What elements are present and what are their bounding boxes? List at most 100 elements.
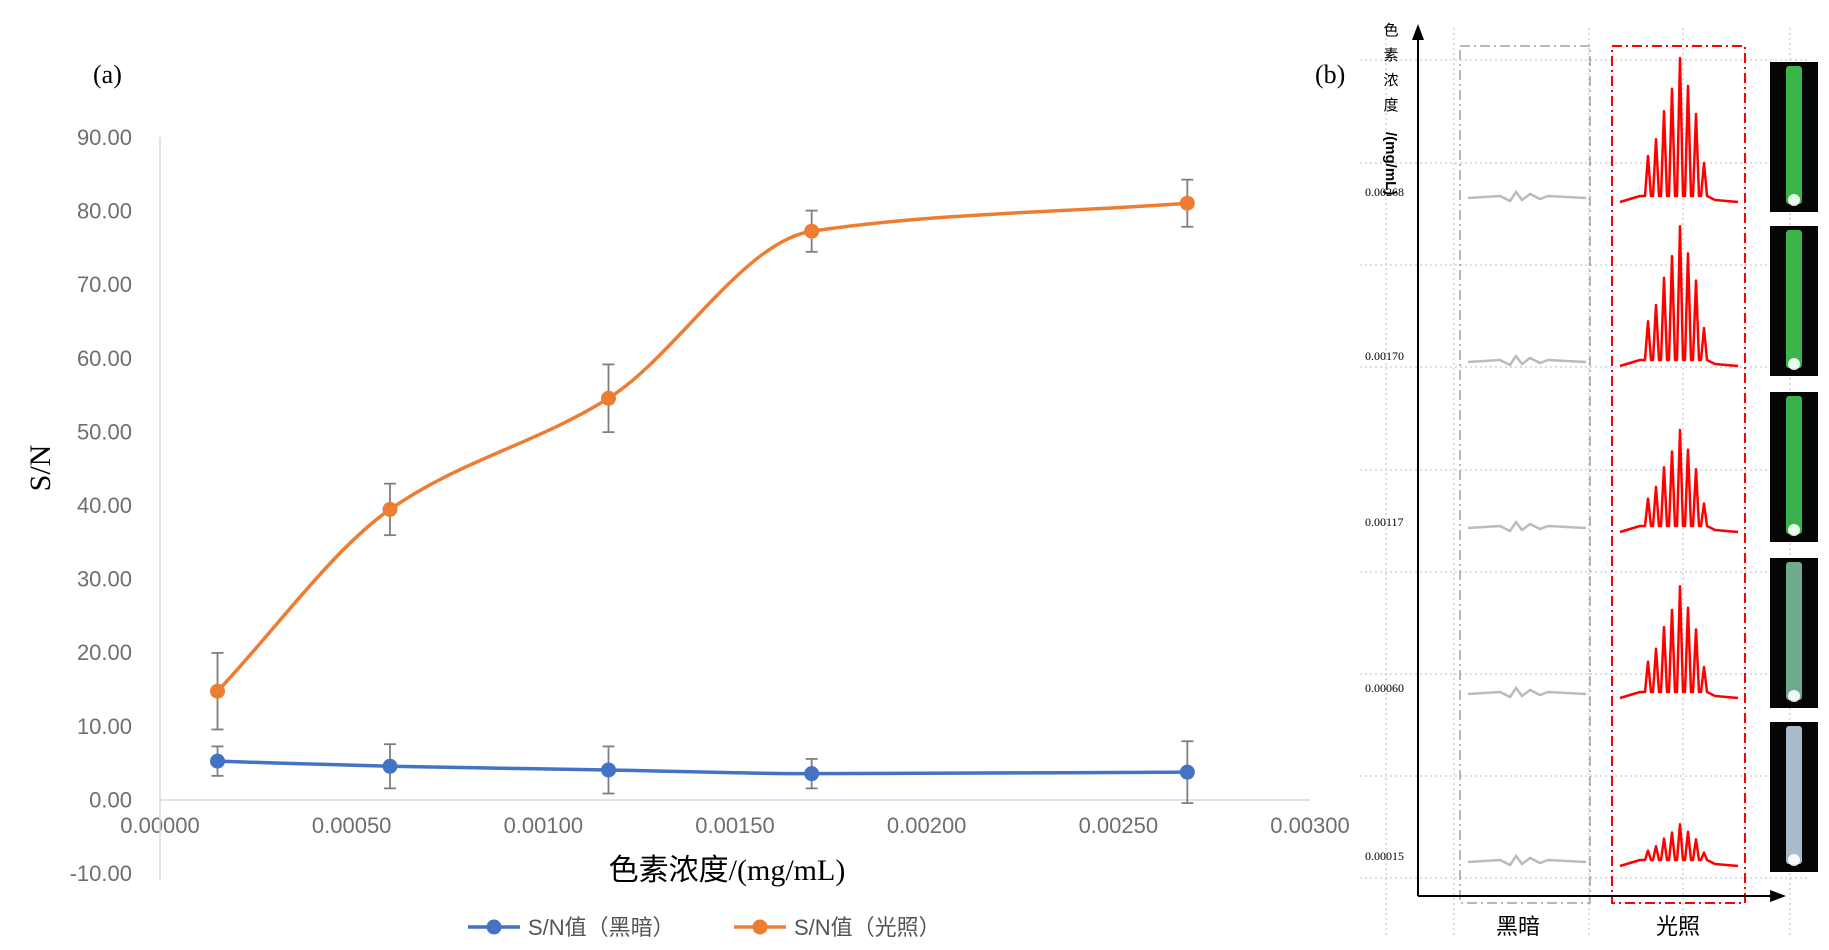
x-axis-title: 色素浓度/(mg/mL) (609, 854, 846, 887)
b-row-label: 0.00015 (1365, 849, 1404, 863)
b-tube-tip (1788, 690, 1800, 702)
panel-b-label: (b) (1315, 60, 1345, 89)
b-y-arrow (1412, 24, 1424, 40)
b-light-spectrum (1619, 56, 1739, 204)
data-point (804, 223, 820, 239)
data-point (382, 501, 398, 517)
dark-box (1459, 45, 1591, 904)
y-axis-title: S/N (24, 445, 57, 492)
data-point (601, 762, 616, 778)
b-ylabel-char: 色 (1383, 22, 1398, 39)
legend-label: S/N值（黑暗） (528, 915, 675, 940)
panel-a-chart: (a) -10.00 0.00 10.00 20.00 30.00 40.00 50.00 6… (24, 60, 1350, 940)
b-tube-photo (1770, 558, 1818, 708)
y-tick-label: 10.00 (77, 714, 132, 739)
b-axes (1412, 24, 1786, 902)
b-light-spectrum (1619, 822, 1739, 868)
x-tick-label: 0.00150 (695, 813, 775, 838)
b-condition-boxes (1459, 45, 1746, 904)
b-column-labels: 黑暗 光照 (1496, 914, 1700, 939)
b-tube-glow (1786, 230, 1802, 368)
x-tick-label: 0.00250 (1079, 813, 1159, 838)
b-tube-photos (1770, 62, 1818, 872)
b-row: 0.00117 (1365, 428, 1739, 534)
data-point (1179, 195, 1195, 211)
data-point (210, 683, 225, 699)
b-row-label: 0.00268 (1365, 185, 1404, 199)
panel-a-label: (a) (93, 60, 122, 89)
series-group (210, 178, 1195, 804)
legend-item: S/N值（黑暗） (468, 915, 675, 940)
x-tick-label: 0.00050 (312, 813, 392, 838)
data-point (210, 753, 225, 769)
b-row: 0.00170 (1365, 224, 1739, 368)
legend-item: S/N值（光照） (734, 915, 941, 940)
b-tube-glow (1786, 396, 1802, 534)
b-tube-tip (1788, 194, 1800, 206)
panel-b-chart: (b) 色素浓度/(mg/mL) 0.002680.001700.001170.… (1315, 22, 1818, 939)
b-y-axis-title: 色素浓度 /(mg/mL) (1382, 22, 1399, 195)
data-point (601, 390, 616, 406)
data-point (1179, 764, 1195, 780)
x-tick-label: 0.00300 (1270, 813, 1350, 838)
b-tube-glow (1786, 562, 1802, 700)
b-tube-glow (1786, 66, 1802, 204)
b-spectra: 0.00268 0.00170 0.00117 0.00060 0.00015 (1365, 56, 1739, 868)
b-light-spectrum (1619, 428, 1739, 534)
b-row: 0.00060 (1365, 584, 1739, 700)
b-x-arrow (1770, 890, 1786, 902)
y-tick-label: 0.00 (89, 787, 132, 812)
x-tick-label: 0.00100 (504, 813, 584, 838)
b-light-spectrum (1619, 584, 1739, 700)
b-ylabel-char: 浓 (1383, 72, 1398, 89)
b-tube-tip (1788, 854, 1800, 866)
b-tube-photo (1770, 62, 1818, 212)
y-tick-label: 70.00 (77, 272, 132, 297)
b-row-label: 0.00117 (1365, 515, 1404, 529)
b-tube-tip (1788, 524, 1800, 536)
b-tube-tip (1788, 358, 1800, 370)
y-tick-label: 60.00 (77, 346, 132, 371)
b-tube-photo (1770, 226, 1818, 376)
b-row: 0.00015 (1365, 822, 1739, 868)
y-tick-labels: -10.00 0.00 10.00 20.00 30.00 40.00 50.00 60.00… (70, 125, 132, 886)
b-gridlines (1360, 28, 1810, 935)
x-tick-labels: 0.00000 0.00050 0.00100 0.00150 0.00200 0.002… (120, 813, 1350, 838)
b-ylabel-char: 素 (1383, 47, 1398, 64)
y-tick-label: 90.00 (77, 125, 132, 150)
b-ylabel-units: /(mg/mL) (1382, 132, 1399, 195)
legend-label: S/N值（光照） (794, 915, 941, 940)
y-tick-label: 40.00 (77, 493, 132, 518)
light-box (1611, 45, 1746, 904)
b-dark-spectrum (1467, 685, 1587, 699)
legend-marker (486, 919, 502, 935)
series-line (217, 759, 1188, 776)
b-dark-spectrum (1467, 519, 1587, 533)
b-row: 0.00268 (1365, 56, 1739, 204)
b-dark-spectrum (1467, 189, 1587, 203)
series-line (216, 201, 1188, 693)
b-ylabel-char: 度 (1383, 97, 1398, 114)
series-1 (210, 740, 1195, 804)
y-tick-label: 20.00 (77, 640, 132, 665)
x-tick-label: 0.00200 (887, 813, 967, 838)
series-2 (210, 178, 1195, 731)
y-tick-label: -10.00 (70, 861, 132, 886)
b-column-label: 光照 (1656, 914, 1700, 939)
legend: S/N值（黑暗） S/N值（光照） (468, 915, 941, 940)
b-tube-glow (1786, 726, 1802, 864)
b-dark-spectrum (1467, 853, 1587, 867)
b-light-spectrum (1619, 224, 1739, 368)
b-tube-photo (1770, 392, 1818, 542)
y-tick-label: 30.00 (77, 567, 132, 592)
b-tube-photo (1770, 722, 1818, 872)
b-dark-spectrum (1467, 353, 1587, 367)
b-row-label: 0.00060 (1365, 681, 1404, 695)
y-tick-label: 80.00 (77, 199, 132, 224)
legend-marker (752, 919, 768, 935)
b-column-label: 黑暗 (1496, 914, 1540, 939)
b-row-label: 0.00170 (1365, 349, 1404, 363)
data-point (804, 766, 820, 782)
y-tick-label: 50.00 (77, 419, 132, 444)
